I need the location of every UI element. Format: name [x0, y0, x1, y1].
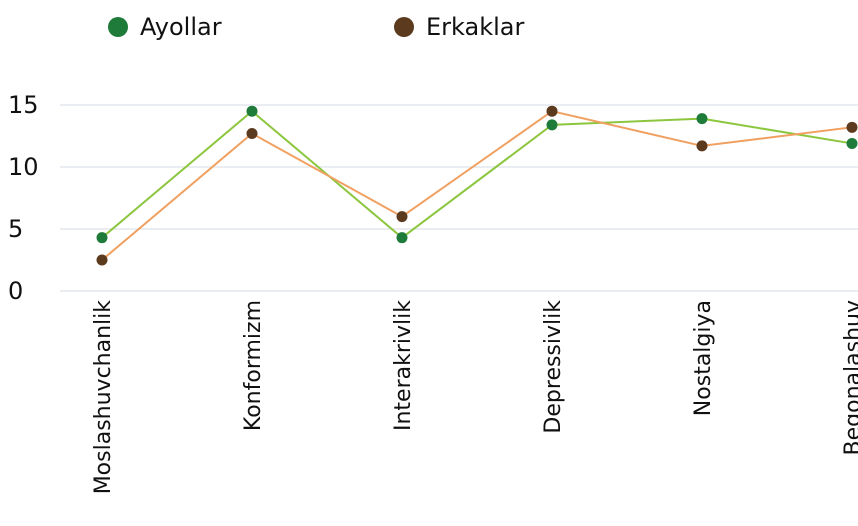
data-point [246, 105, 258, 117]
data-point [246, 128, 258, 140]
legend-label: Erkaklar [426, 13, 524, 41]
data-point [96, 232, 108, 244]
x-tick-label: Moslashuvchanlik [91, 300, 116, 495]
y-tick-label: 5 [8, 215, 23, 243]
data-point [96, 254, 108, 266]
data-point [546, 105, 558, 117]
x-tick-label: Interakrivlik [391, 300, 416, 431]
series-line [101, 109, 853, 239]
data-point [396, 211, 408, 223]
data-point [846, 137, 858, 149]
legend-marker [394, 17, 414, 37]
y-tick-label: 0 [8, 277, 23, 305]
x-tick-label: Nostalgiya [691, 300, 716, 416]
y-tick-label: 15 [8, 91, 39, 119]
y-tick-label: 10 [8, 153, 39, 181]
series-line [101, 110, 853, 261]
data-point [396, 232, 408, 244]
x-tick-label: Begonalashuv [841, 300, 858, 455]
data-point [696, 140, 708, 152]
data-point [546, 119, 558, 131]
x-tick-label: Depressivlik [541, 300, 566, 434]
legend-marker [108, 17, 128, 37]
x-tick-label: Konformizm [241, 300, 266, 431]
legend-label: Ayollar [140, 13, 222, 41]
data-point [846, 121, 858, 133]
data-point [696, 113, 708, 125]
